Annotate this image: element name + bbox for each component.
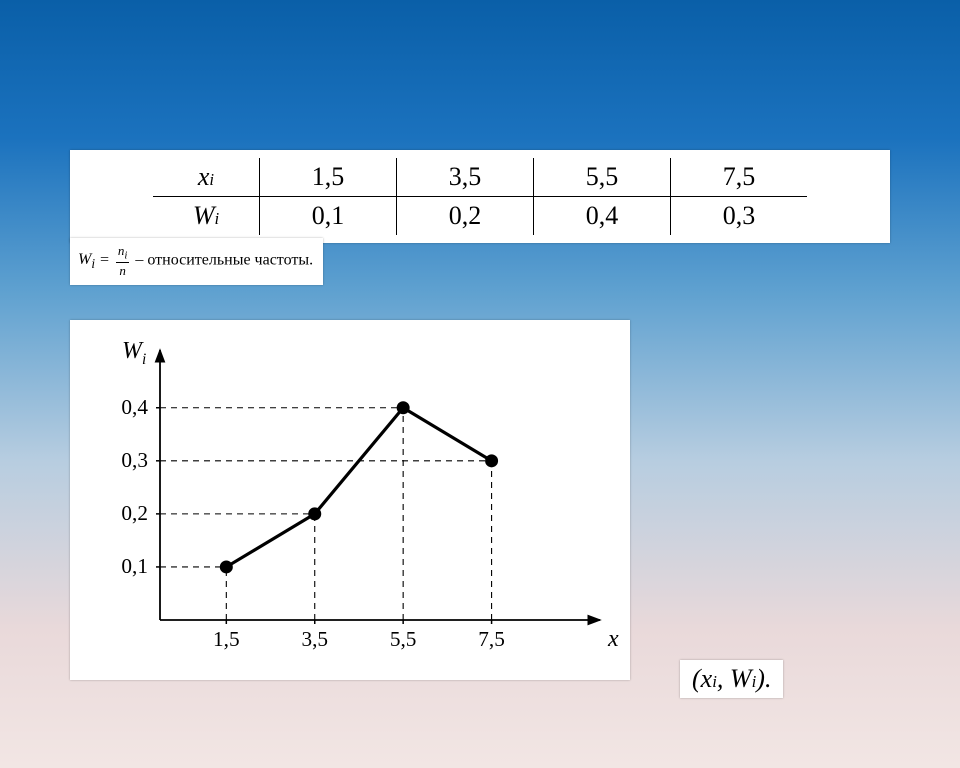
svg-text:0,2: 0,2 <box>121 501 148 525</box>
paren-close: ). <box>756 664 771 693</box>
header-w-subscript: i <box>214 209 219 228</box>
svg-text:7,5: 7,5 <box>478 627 505 651</box>
cell-w-0: 0,1 <box>260 197 397 236</box>
formula-lhs: Wi <box>78 251 99 268</box>
data-table-panel: xi 1,5 3,5 5,5 7,5 Wi 0,1 0,2 0,4 0,3 <box>70 150 890 243</box>
slide-background: xi 1,5 3,5 5,5 7,5 Wi 0,1 0,2 0,4 0,3 Wi… <box>0 0 960 768</box>
row-header-w: Wi <box>153 197 260 236</box>
header-x-symbol: x <box>198 162 210 191</box>
svg-text:5,5: 5,5 <box>390 627 417 651</box>
formula-equals: = <box>99 251 110 268</box>
pair-x: x <box>701 664 713 693</box>
cell-x-1: 3,5 <box>397 158 534 197</box>
frequency-table: xi 1,5 3,5 5,5 7,5 Wi 0,1 0,2 0,4 0,3 <box>153 158 807 235</box>
cell-w-3: 0,3 <box>671 197 808 236</box>
svg-text:0,3: 0,3 <box>121 448 148 472</box>
pair-w: W <box>730 664 752 693</box>
cell-w-1: 0,2 <box>397 197 534 236</box>
svg-text:1,5: 1,5 <box>213 627 240 651</box>
header-x-subscript: i <box>209 170 214 189</box>
chart-svg: 0,1 0,2 0,3 0,4 1,5 3,5 5,5 7,5 Wi x <box>70 320 630 680</box>
cell-x-3: 7,5 <box>671 158 808 197</box>
cell-w-2: 0,4 <box>534 197 671 236</box>
row-header-x: xi <box>153 158 260 197</box>
table-row: Wi 0,1 0,2 0,4 0,3 <box>153 197 807 236</box>
svg-text:Wi: Wi <box>122 338 146 368</box>
fraction-numerator: ni <box>116 244 130 263</box>
table-row: xi 1,5 3,5 5,5 7,5 <box>153 158 807 197</box>
frequency-polygon-chart: 0,1 0,2 0,3 0,4 1,5 3,5 5,5 7,5 Wi x <box>70 320 630 680</box>
formula-caption: Wi = ni n – относительные частоты. <box>70 238 323 285</box>
point-pair-label: (xi, Wi). <box>680 660 783 698</box>
formula-fraction: ni n <box>116 244 130 277</box>
svg-text:x: x <box>607 626 619 652</box>
cell-x-2: 5,5 <box>534 158 671 197</box>
formula-dash: – <box>135 251 147 268</box>
num-sub: i <box>124 250 127 262</box>
svg-text:0,1: 0,1 <box>121 554 148 578</box>
svg-text:0,4: 0,4 <box>121 395 148 419</box>
formula-sub-i: i <box>91 257 95 272</box>
paren-open: ( <box>692 664 701 693</box>
svg-text:3,5: 3,5 <box>301 627 328 651</box>
pair-sep: , <box>717 664 730 693</box>
cell-x-0: 1,5 <box>260 158 397 197</box>
header-w-symbol: W <box>193 201 215 230</box>
formula-text: относительные частоты. <box>147 251 313 268</box>
fraction-denominator: n <box>116 263 130 277</box>
formula-var-w: W <box>78 251 91 268</box>
